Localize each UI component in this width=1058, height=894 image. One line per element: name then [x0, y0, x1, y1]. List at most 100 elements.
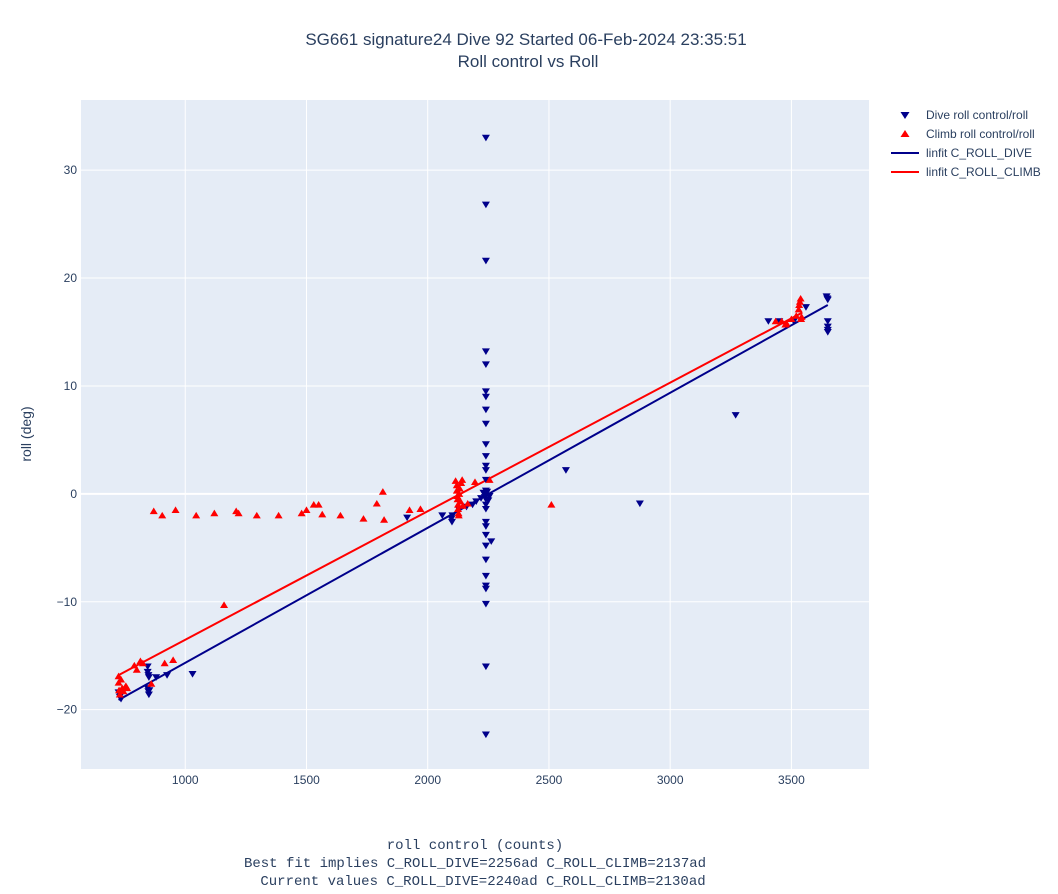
dive-marker: [764, 318, 773, 325]
x-axis-note-current: Current values C_ROLL_DIVE=2240ad C_ROLL…: [260, 874, 705, 890]
climb-marker: [787, 315, 796, 323]
climb-marker: [547, 501, 556, 508]
grid-lines: [81, 100, 869, 769]
dive-marker: [448, 512, 457, 520]
dive-marker: [481, 501, 490, 509]
dive-marker: [481, 388, 490, 395]
dive-marker: [481, 257, 490, 265]
climb-marker: [463, 499, 472, 507]
y-axis-title: roll (deg): [18, 406, 34, 461]
x-tick-label: 3000: [657, 773, 684, 787]
dive-marker: [468, 501, 477, 509]
climb-marker: [302, 506, 311, 514]
climb-marker: [359, 515, 368, 522]
x-axis-title: roll control (counts): [387, 838, 563, 854]
dive-marker: [481, 134, 490, 142]
dive-marker: [483, 488, 492, 496]
dive-marker: [731, 412, 740, 419]
legend-marker-triangle-up: [900, 130, 910, 137]
data-markers: [114, 134, 832, 739]
dive-marker: [481, 556, 490, 564]
climb-marker: [220, 601, 229, 608]
climb-marker: [138, 659, 147, 667]
dive-marker: [481, 393, 490, 401]
x-tick-label: 1500: [293, 773, 320, 787]
climb-marker: [794, 305, 803, 313]
dive-marker: [403, 514, 412, 522]
legend-item-linfit-climb[interactable]: linfit C_ROLL_CLIMB: [891, 165, 1041, 179]
dive-marker: [484, 497, 493, 504]
x-tick-labels: 1000 1500 2000 2500 3000 3500: [172, 773, 805, 787]
climb-marker: [372, 499, 381, 507]
x-axis-note-best-fit: Best fit implies C_ROLL_DIVE=2256ad C_RO…: [244, 856, 706, 872]
climb-marker: [314, 501, 323, 508]
dive-marker: [481, 505, 490, 513]
climb-marker: [380, 516, 389, 523]
dive-marker: [447, 518, 456, 526]
climb-marker: [796, 294, 805, 302]
dive-marker: [481, 453, 490, 460]
dive-marker: [481, 585, 490, 593]
x-tick-label: 1000: [172, 773, 199, 787]
dive-marker: [561, 467, 570, 474]
climb-marker: [210, 509, 219, 517]
plot-area: [81, 100, 869, 769]
legend-label-linfit-dive: linfit C_ROLL_DIVE: [926, 146, 1032, 160]
dive-marker: [481, 600, 490, 608]
climb-marker: [318, 510, 327, 518]
climb-marker: [234, 509, 243, 517]
climb-marker: [771, 317, 780, 325]
chart-subtitle: Roll control vs Roll: [458, 52, 599, 71]
y-tick-label: −20: [57, 703, 78, 717]
dive-marker: [481, 542, 490, 550]
dive-marker: [481, 518, 490, 526]
legend-item-climb-roll[interactable]: Climb roll control/roll: [900, 127, 1035, 141]
climb-marker: [455, 484, 464, 492]
dive-marker: [163, 672, 172, 679]
legend-label-dive-roll: Dive roll control/roll: [926, 108, 1028, 122]
climb-marker: [192, 511, 201, 519]
dive-marker: [481, 441, 490, 448]
legend-item-dive-roll[interactable]: Dive roll control/roll: [900, 108, 1029, 122]
climb-marker: [405, 506, 414, 514]
dive-marker: [152, 674, 161, 681]
dive-marker: [472, 498, 481, 505]
climb-marker: [169, 656, 178, 664]
climb-marker: [471, 478, 479, 485]
dive-marker: [801, 304, 810, 311]
dive-marker: [481, 201, 490, 209]
dive-marker: [481, 523, 490, 530]
dive-marker: [438, 512, 447, 520]
dive-marker: [481, 731, 490, 739]
dive-marker: [481, 476, 490, 484]
dive-marker: [635, 500, 644, 508]
y-tick-label: 0: [70, 487, 77, 501]
climb-marker: [458, 476, 467, 483]
climb-marker: [378, 488, 387, 495]
climb-marker: [274, 511, 283, 519]
climb-marker: [777, 317, 786, 325]
dive-marker: [485, 493, 494, 500]
legend-marker-triangle-down: [900, 112, 910, 119]
climb-marker: [123, 684, 132, 692]
climb-marker: [160, 659, 169, 667]
climb-marker: [454, 505, 463, 512]
dive-marker: [481, 420, 490, 428]
y-tick-label: 20: [64, 271, 78, 285]
dive-marker: [481, 572, 490, 580]
dive-marker: [481, 361, 490, 368]
climb-marker: [782, 319, 791, 327]
legend[interactable]: Dive roll control/roll Climb roll contro…: [891, 108, 1041, 179]
legend-item-linfit-dive[interactable]: linfit C_ROLL_DIVE: [891, 146, 1032, 160]
y-tick-label: −10: [57, 595, 78, 609]
dive-marker: [481, 663, 490, 671]
dive-marker: [823, 296, 832, 304]
climb-marker: [456, 497, 465, 505]
y-tick-labels: −20 −10 0 10 20 30: [57, 163, 78, 717]
climb-marker: [454, 511, 463, 519]
climb-marker: [132, 666, 141, 673]
climb-marker: [117, 675, 126, 683]
y-tick-label: 30: [64, 163, 78, 177]
legend-label-linfit-climb: linfit C_ROLL_CLIMB: [926, 165, 1041, 179]
